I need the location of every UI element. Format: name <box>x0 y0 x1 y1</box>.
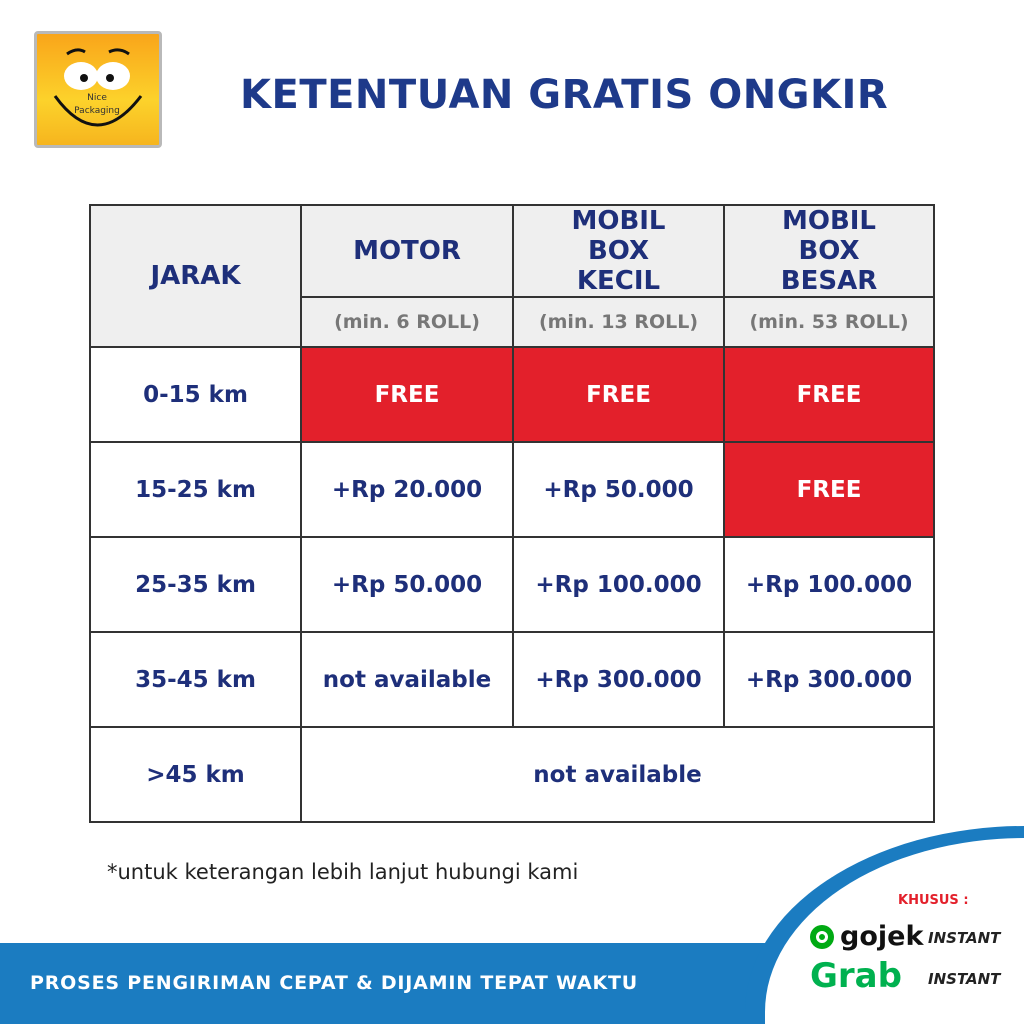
svg-text:Packaging: Packaging <box>74 106 120 116</box>
cell: +Rp 100.000 <box>512 536 725 633</box>
row-jarak: 0-15 km <box>89 346 302 443</box>
cell: +Rp 50.000 <box>512 441 725 538</box>
footnote: *untuk keterangan lebih lanjut hubungi k… <box>107 860 579 884</box>
shipping-table: JARAK MOTOR MOBIL BOX KECIL MOBIL BOX BE… <box>89 204 935 823</box>
row-jarak: >45 km <box>89 726 302 823</box>
grab-logo: Grab <box>810 956 902 996</box>
cell: not available <box>300 631 514 728</box>
svg-text:Nice: Nice <box>87 93 107 103</box>
cell: +Rp 300.000 <box>512 631 725 728</box>
gojek-icon <box>810 924 834 949</box>
cell: FREE <box>723 346 935 443</box>
cell: FREE <box>723 441 935 538</box>
header-box-kecil: MOBIL BOX KECIL <box>512 204 725 298</box>
page-title: KETENTUAN GRATIS ONGKIR <box>240 72 889 118</box>
gojek-instant: INSTANT <box>928 929 1001 947</box>
khusus-label: KHUSUS : <box>898 893 969 908</box>
header-jarak: JARAK <box>89 204 302 348</box>
min-motor: (min. 6 ROLL) <box>300 296 514 348</box>
cell: +Rp 20.000 <box>300 441 514 538</box>
gojek-text: gojek <box>840 921 924 952</box>
row-jarak: 35-45 km <box>89 631 302 728</box>
row-jarak: 15-25 km <box>89 441 302 538</box>
cell: FREE <box>512 346 725 443</box>
cell: +Rp 100.000 <box>723 536 935 633</box>
cell: not available <box>300 726 935 823</box>
min-box-kecil: (min. 13 ROLL) <box>512 296 725 348</box>
min-box-besar: (min. 53 ROLL) <box>723 296 935 348</box>
row-jarak: 25-35 km <box>89 536 302 633</box>
cell: +Rp 50.000 <box>300 536 514 633</box>
grab-instant: INSTANT <box>928 970 1001 988</box>
logo: Nice Packaging <box>34 31 162 148</box>
cell: FREE <box>300 346 514 443</box>
header-box-besar: MOBIL BOX BESAR <box>723 204 935 298</box>
cell: +Rp 300.000 <box>723 631 935 728</box>
header-motor: MOTOR <box>300 204 514 298</box>
footer-text: PROSES PENGIRIMAN CEPAT & DIJAMIN TEPAT … <box>30 972 639 994</box>
gojek-logo: gojek <box>810 921 923 952</box>
